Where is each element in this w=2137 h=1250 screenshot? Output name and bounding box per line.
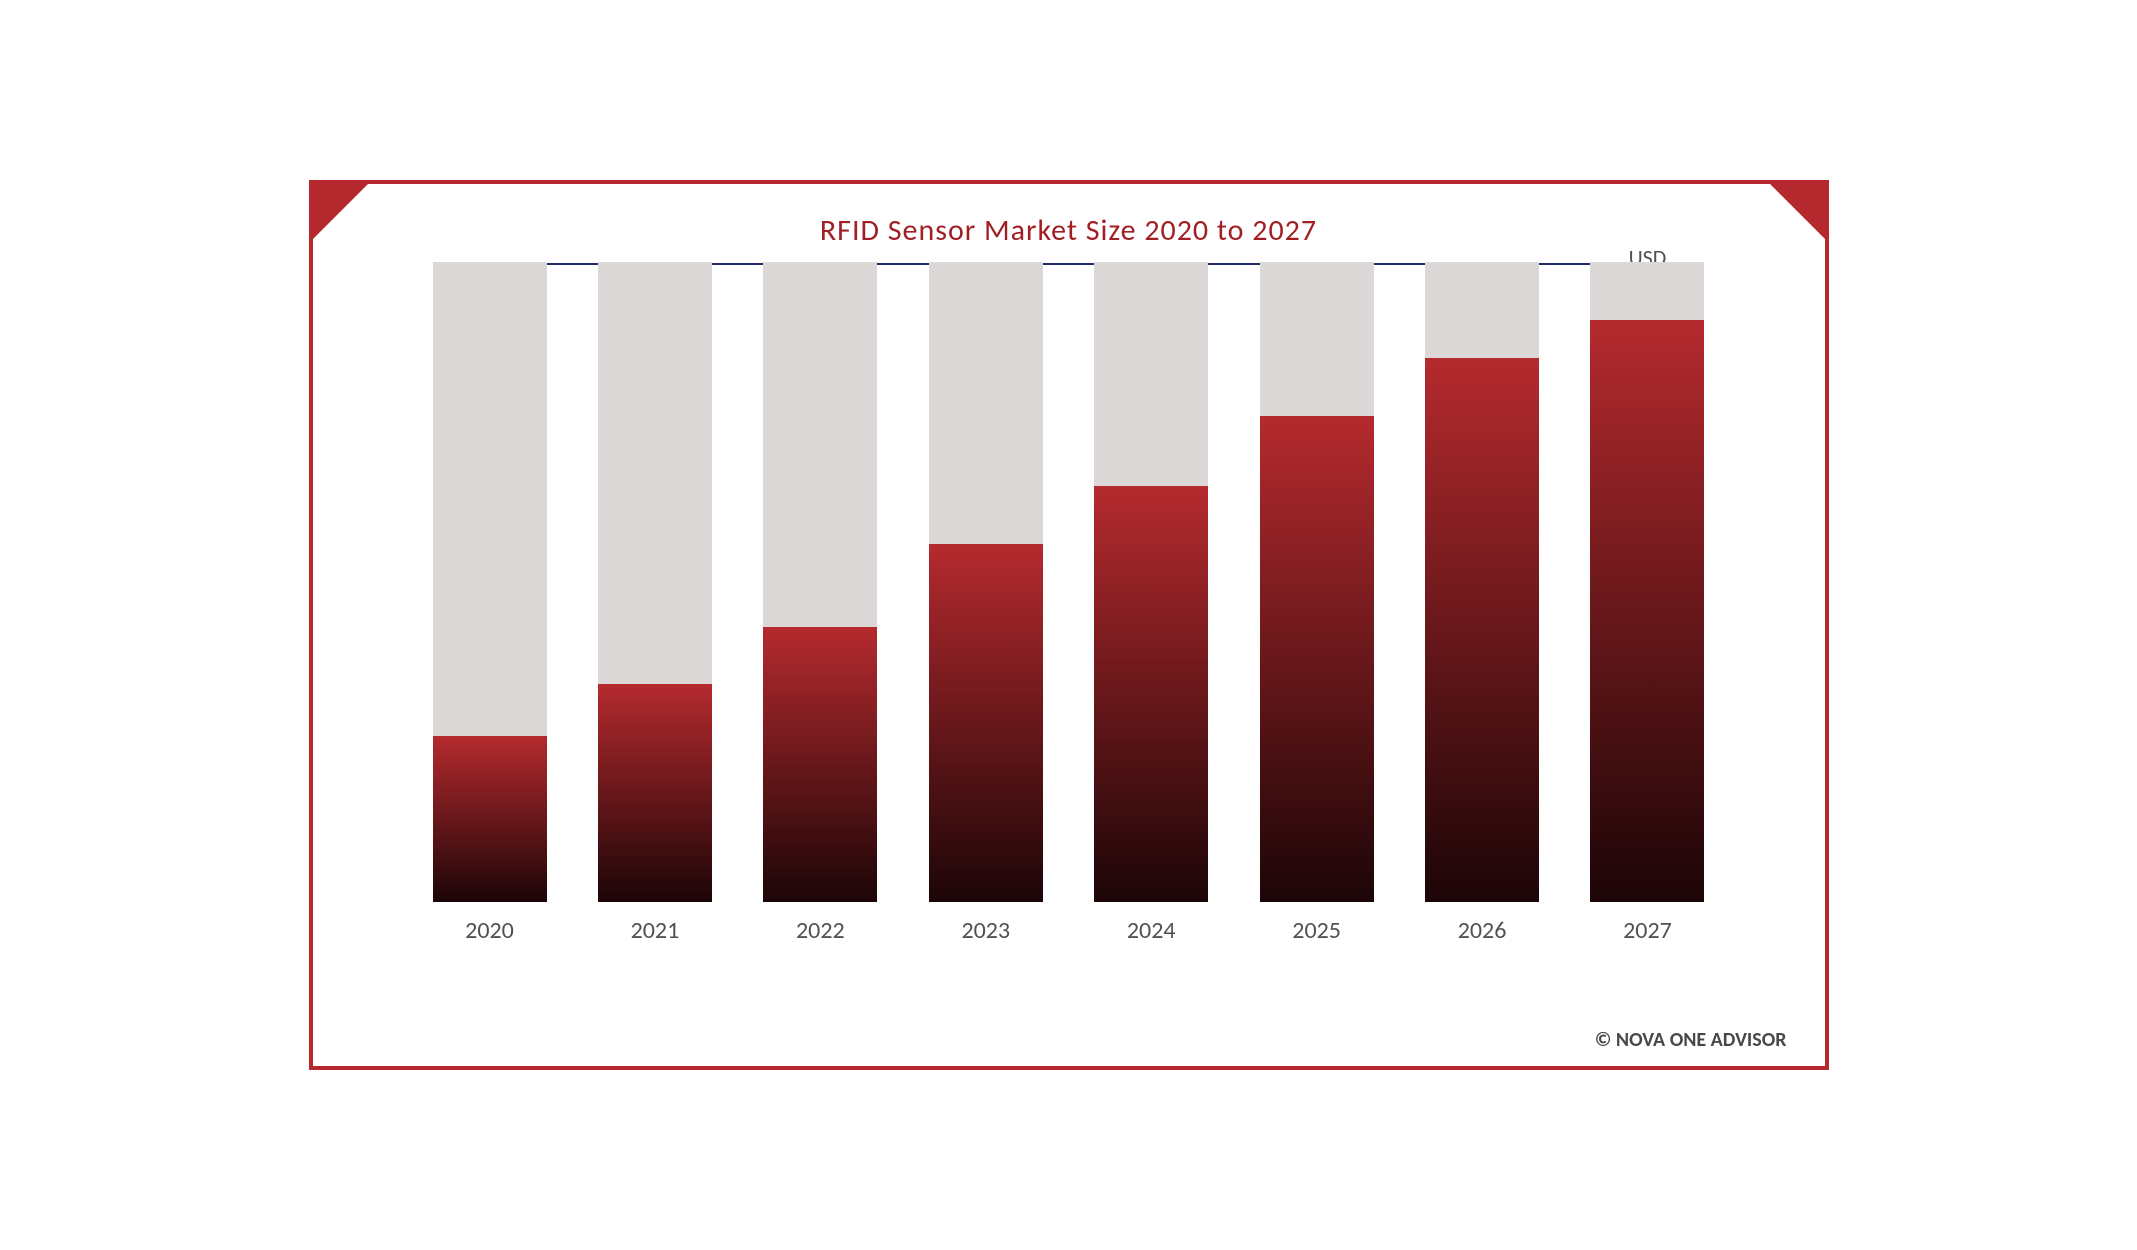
chart-title: RFID Sensor Market Size 2020 to 2027 xyxy=(812,212,1325,255)
x-axis-label: 2021 xyxy=(631,916,680,945)
x-axis-label: 2020 xyxy=(465,916,514,945)
bar-background xyxy=(598,262,712,902)
bar-slot: 2024 xyxy=(1094,262,1208,945)
x-axis-label: 2023 xyxy=(961,916,1010,945)
bar-slot: 2025 xyxy=(1260,262,1374,945)
title-area: RFID Sensor Market Size 2020 to 2027 xyxy=(313,184,1825,265)
attribution-text: © NOVA ONE ADVISOR xyxy=(1595,1028,1787,1052)
x-axis-label: 2026 xyxy=(1458,916,1507,945)
bar-fill xyxy=(598,684,712,902)
bar-fill xyxy=(433,736,547,902)
bar-fill xyxy=(1260,416,1374,902)
corner-decor-tl xyxy=(313,184,368,239)
bar-slot: 2020 xyxy=(433,262,547,945)
corner-decor-tr xyxy=(1770,184,1825,239)
bar-background xyxy=(1260,262,1374,902)
bar-background xyxy=(433,262,547,902)
bars-row: 2020 2021 2022 2023 2024 2025 2026 2027 xyxy=(433,305,1705,945)
bar-fill xyxy=(1094,486,1208,902)
bar-fill xyxy=(1425,358,1539,902)
bar-background xyxy=(1425,262,1539,902)
x-axis-label: 2025 xyxy=(1292,916,1341,945)
bar-slot: 2027 xyxy=(1590,262,1704,945)
bar-background xyxy=(1590,262,1704,902)
x-axis-label: 2024 xyxy=(1127,916,1176,945)
x-axis-label: 2022 xyxy=(796,916,845,945)
bar-slot: 2022 xyxy=(763,262,877,945)
bar-fill xyxy=(1590,320,1704,902)
bar-background xyxy=(1094,262,1208,902)
chart-frame: RFID Sensor Market Size 2020 to 2027 USD… xyxy=(309,180,1829,1070)
bar-slot: 2023 xyxy=(929,262,1043,945)
bar-background xyxy=(763,262,877,902)
bar-slot: 2026 xyxy=(1425,262,1539,945)
bar-slot: 2021 xyxy=(598,262,712,945)
x-axis-label: 2027 xyxy=(1623,916,1672,945)
bar-background xyxy=(929,262,1043,902)
bar-fill xyxy=(929,544,1043,902)
chart-area: USD Billion $18.0 2020202120222023202420… xyxy=(433,305,1705,945)
bar-fill xyxy=(763,627,877,902)
